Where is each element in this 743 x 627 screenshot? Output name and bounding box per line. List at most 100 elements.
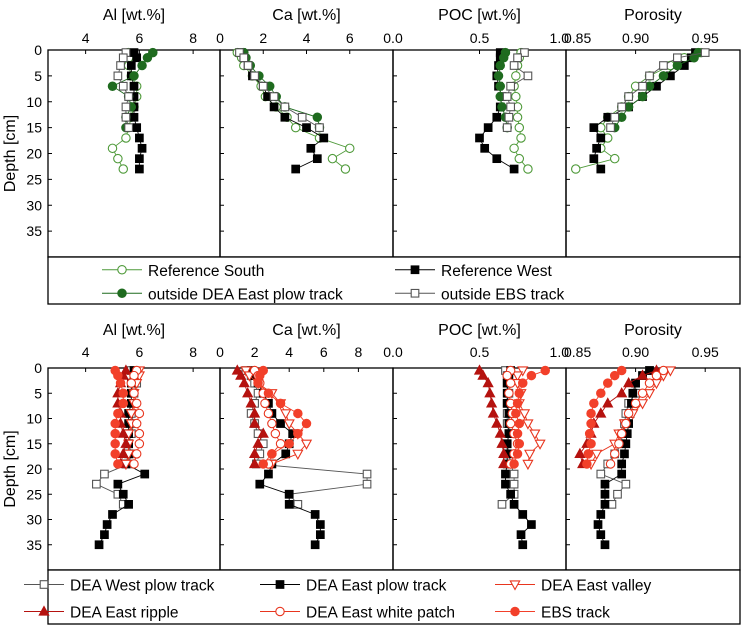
data-point — [517, 366, 529, 377]
data-point — [517, 378, 528, 388]
data-point — [280, 112, 290, 122]
y-axis-label: Depth [cm] — [2, 115, 19, 192]
x-tick-label: 6 — [135, 30, 143, 46]
data-point — [134, 408, 145, 419]
data-point — [137, 60, 147, 71]
y-axis-label: Depth [cm] — [2, 430, 19, 507]
data-point — [344, 143, 355, 154]
series-outside-ebs-track — [606, 48, 710, 132]
data-point — [362, 469, 372, 479]
data-point — [511, 371, 524, 382]
data-point — [616, 365, 627, 376]
data-point — [623, 408, 634, 419]
legend-label: DEA West plow track — [70, 578, 215, 595]
series-reference-west — [126, 48, 147, 174]
data-point — [498, 447, 510, 459]
data-point — [524, 449, 536, 460]
data-point — [501, 469, 510, 479]
subplot-al: Al [wt.%] 4 6 8 — [47, 7, 221, 258]
y-tick-label: 35 — [26, 223, 42, 239]
data-point — [637, 388, 648, 398]
data-point — [700, 48, 710, 57]
data-point — [135, 154, 144, 164]
data-point — [600, 540, 610, 550]
data-point — [284, 499, 294, 509]
data-point — [276, 419, 285, 428]
data-point — [689, 53, 699, 63]
data-point — [129, 71, 139, 81]
y-tick-label: 20 — [26, 461, 42, 477]
data-point — [310, 510, 320, 519]
data-point — [255, 370, 265, 381]
data-point — [107, 143, 118, 154]
data-point — [291, 164, 301, 174]
data-point — [240, 366, 252, 377]
data-point — [115, 378, 126, 388]
legend-label: Reference West — [441, 263, 553, 280]
data-point — [506, 102, 515, 112]
data-point — [245, 397, 257, 408]
data-point — [509, 143, 519, 154]
data-point — [319, 133, 329, 143]
data-point — [509, 499, 519, 509]
data-point — [617, 102, 627, 112]
series-dea-east-ripple — [473, 364, 510, 469]
data-point — [102, 520, 112, 529]
legend-label: outside DEA East plow track — [148, 286, 343, 303]
data-point — [651, 370, 662, 381]
data-point — [509, 469, 519, 479]
data-point — [609, 449, 620, 459]
plot-frame — [219, 367, 394, 571]
data-point — [595, 407, 607, 418]
column-title: Porosity — [624, 7, 682, 24]
data-point — [121, 133, 131, 143]
legend-label: DEA East valley — [541, 578, 652, 595]
data-point — [511, 91, 521, 102]
data-point — [248, 407, 261, 418]
data-point — [506, 81, 515, 91]
data-point — [327, 153, 338, 164]
data-point — [135, 164, 144, 174]
data-point — [586, 438, 596, 449]
x-tick-label: 0.0 — [383, 30, 403, 46]
data-point — [502, 92, 512, 101]
y-tick-label: 35 — [26, 537, 42, 553]
data-point — [362, 479, 372, 489]
data-point — [605, 459, 616, 469]
data-point — [523, 71, 533, 81]
data-point — [113, 153, 123, 164]
plot-frame — [565, 49, 741, 258]
data-point — [267, 449, 277, 459]
data-point — [509, 61, 519, 70]
data-point — [540, 365, 550, 376]
data-point — [621, 418, 631, 429]
data-point — [492, 112, 502, 122]
x-tick-label: 6 — [346, 30, 354, 46]
data-point — [621, 479, 631, 489]
series-ebs-track — [582, 365, 627, 469]
data-point — [477, 369, 489, 380]
column-title: POC [wt.%] — [438, 7, 521, 24]
data-point — [310, 540, 320, 550]
x-tick-label: 8 — [189, 344, 197, 360]
data-point — [113, 71, 123, 81]
data-point — [603, 378, 613, 388]
data-point — [638, 81, 647, 91]
data-point — [610, 112, 620, 122]
data-point — [513, 53, 522, 63]
data-point — [516, 133, 526, 143]
legend-label: Reference South — [148, 263, 264, 280]
data-point — [118, 164, 129, 174]
data-point — [248, 417, 261, 428]
subplot-al: Al [wt.%] 4 6 8 — [47, 322, 221, 571]
series-ebs-track — [253, 365, 312, 469]
data-point — [596, 164, 606, 174]
data-point — [505, 418, 516, 429]
x-tick-label: 1.0 — [550, 344, 570, 360]
data-point — [110, 438, 120, 449]
data-point — [281, 449, 291, 459]
data-point — [113, 459, 123, 469]
legend-label: DEA East plow track — [306, 578, 447, 595]
column-title: POC [wt.%] — [438, 322, 521, 339]
data-point — [527, 520, 536, 529]
